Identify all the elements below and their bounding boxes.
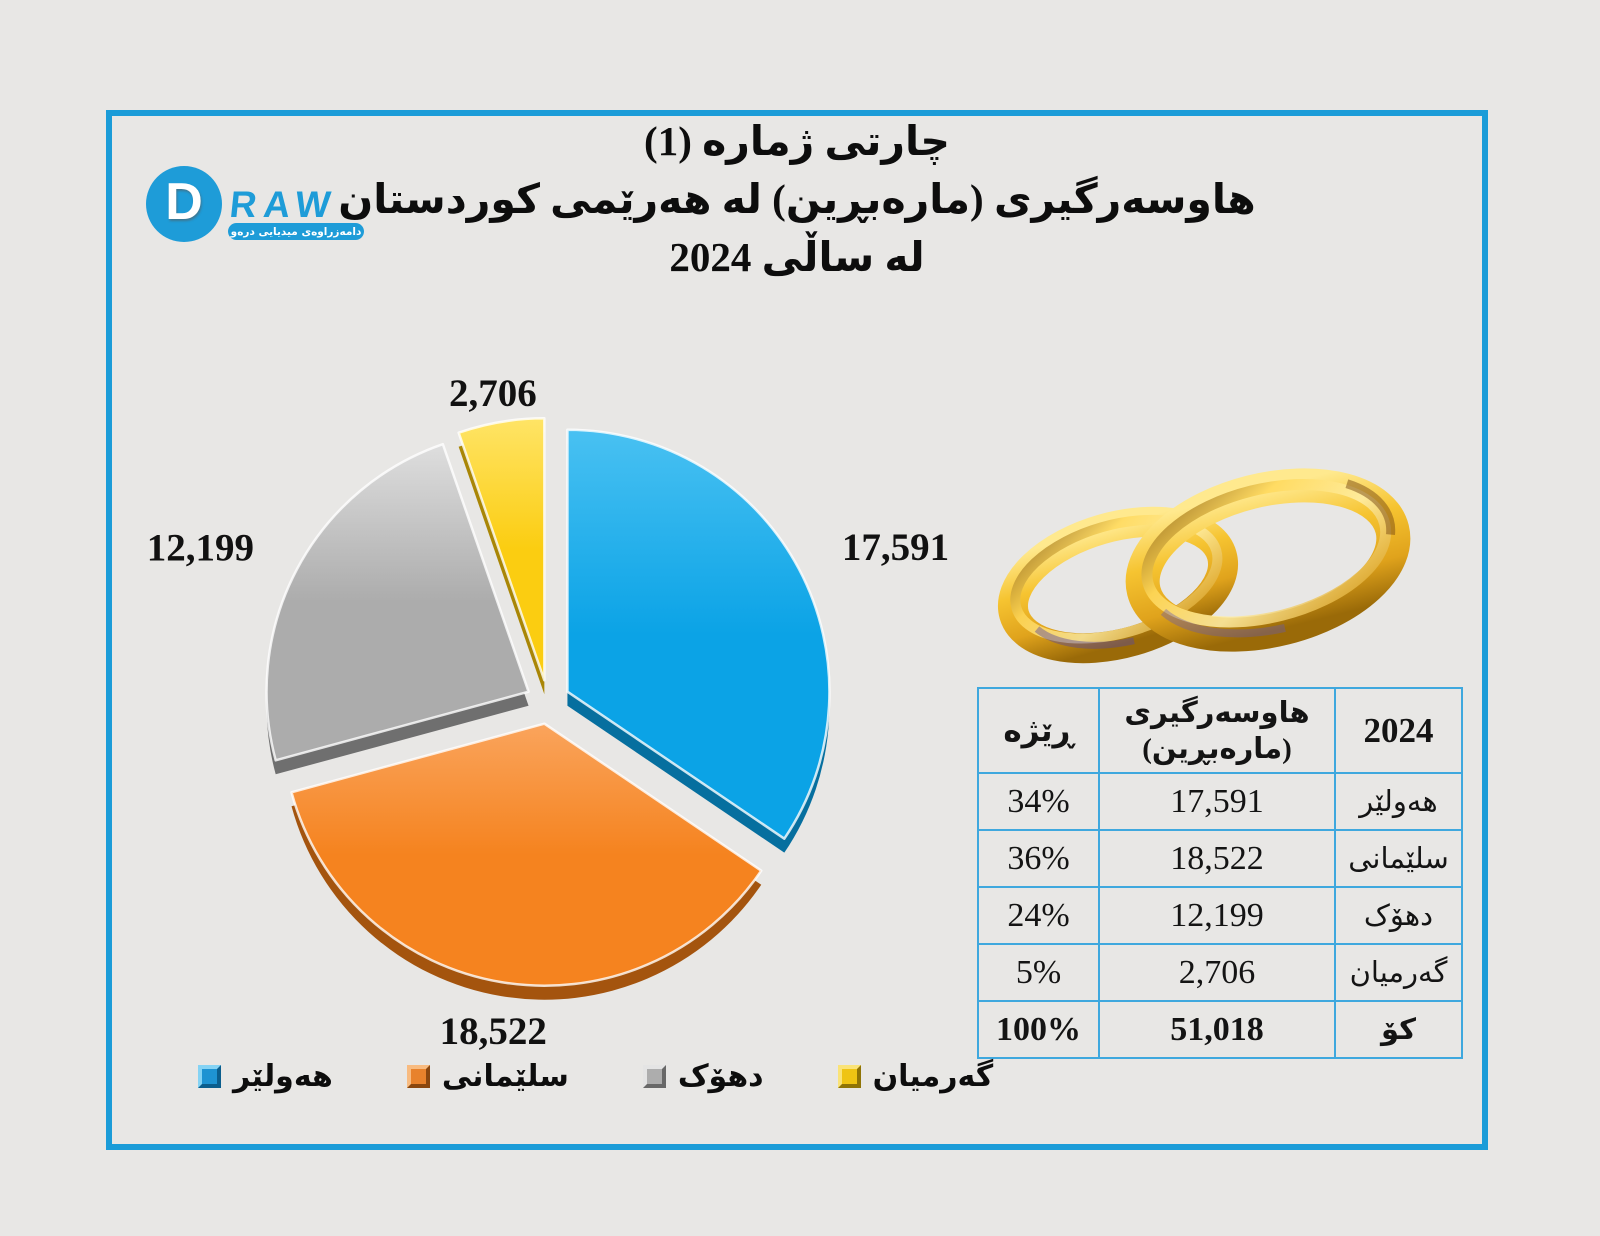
pie-data-label: 17,591: [842, 526, 949, 569]
header-percent: ڕێژە: [977, 687, 1100, 774]
cell-value: 17,591: [1098, 772, 1336, 831]
chart-title-line3: لە ساڵی 2024: [669, 234, 925, 280]
header-year: 2024: [1334, 687, 1463, 774]
cell-value: 12,199: [1098, 886, 1336, 945]
pie-data-label: 12,199: [147, 527, 254, 570]
legend-label: دهۆک: [677, 1059, 764, 1093]
cell-percent: 5%: [977, 943, 1100, 1002]
table-row: 24% 12,199 دهۆک: [977, 886, 1463, 945]
ring-left: [997, 506, 1239, 664]
draw-media-logo: D RAW دامەزراوەی میدیایی درەو: [146, 166, 396, 252]
cell-value: 2,706: [1098, 943, 1336, 1002]
cell-region: سلێمانی: [1334, 829, 1463, 888]
cell-region: دهۆک: [1334, 886, 1463, 945]
cell-percent: 24%: [977, 886, 1100, 945]
chart-title-line2: هاوسەرگیری (مارەبڕین) لە هەرێمی کوردستان: [338, 176, 1256, 222]
table-row: 5% 2,706 گەرمیان: [977, 943, 1463, 1002]
cell-total-label: کۆ: [1334, 1000, 1463, 1059]
cell-region: گەرمیان: [1334, 943, 1463, 1002]
table-total-row: 100% 51,018 کۆ: [977, 1000, 1463, 1059]
legend-marker-icon: [837, 1064, 861, 1088]
page-border-frame: [106, 110, 1488, 1150]
legend-label: گەرمیان: [872, 1059, 994, 1093]
cell-value: 18,522: [1098, 829, 1336, 888]
pie-data-label: 2,706: [449, 372, 537, 415]
legend-item-garmian: گەرمیان: [837, 1059, 994, 1094]
legend-marker-icon: [198, 1064, 221, 1088]
ring-right: [1125, 468, 1411, 652]
cell-percent: 34%: [977, 772, 1100, 831]
pie-data-label: 18,522: [440, 1010, 547, 1053]
pie-chart: 17,591 18,522 12,199 2,706: [147, 372, 949, 1053]
cell-total-value: 51,018: [1098, 1000, 1336, 1059]
marriage-data-table: ڕێژە هاوسەرگیری (مارەبڕین) 2024 34% 17,5…: [977, 687, 1463, 1059]
logo-d-letter: D: [165, 173, 203, 231]
pie-slice-2: [265, 442, 530, 762]
pie-slice-1: [290, 722, 763, 987]
table-row: 36% 18,522 سلێمانی: [977, 829, 1463, 888]
logo-tagline: دامەزراوەی میدیایی درەو: [228, 223, 364, 240]
logo-circle-icon: D: [146, 166, 222, 242]
chart-title-line1: چارتی ژماره (1): [644, 118, 950, 164]
legend-marker-icon: [406, 1064, 430, 1088]
header-marriages: هاوسەرگیری (مارەبڕین): [1098, 687, 1336, 774]
cell-region: هەولێر: [1334, 772, 1463, 831]
pie-slice-3: [457, 417, 546, 682]
table-header-row: ڕێژە هاوسەرگیری (مارەبڕین) 2024: [977, 687, 1463, 774]
chart-title: چارتی ژماره (1) هاوسەرگیری (مارەبڕین) لە…: [297, 112, 1297, 286]
legend-item-sulaymaniyah: سلێمانی: [406, 1059, 569, 1094]
table-row: 34% 17,591 هەولێر: [977, 772, 1463, 831]
cell-percent: 36%: [977, 829, 1100, 888]
legend-item-erbil: هەولێر: [198, 1059, 333, 1094]
pie-slice-0: [566, 428, 831, 840]
legend-item-duhok: دهۆک: [642, 1059, 764, 1094]
pie-legend: هەولێر سلێمانی دهۆک گەرمیان: [198, 1054, 993, 1098]
wedding-rings-image: [997, 468, 1411, 664]
cell-total-percent: 100%: [977, 1000, 1100, 1059]
legend-marker-icon: [642, 1064, 666, 1088]
legend-label: هەولێر: [233, 1059, 333, 1093]
legend-label: سلێمانی: [441, 1059, 569, 1093]
